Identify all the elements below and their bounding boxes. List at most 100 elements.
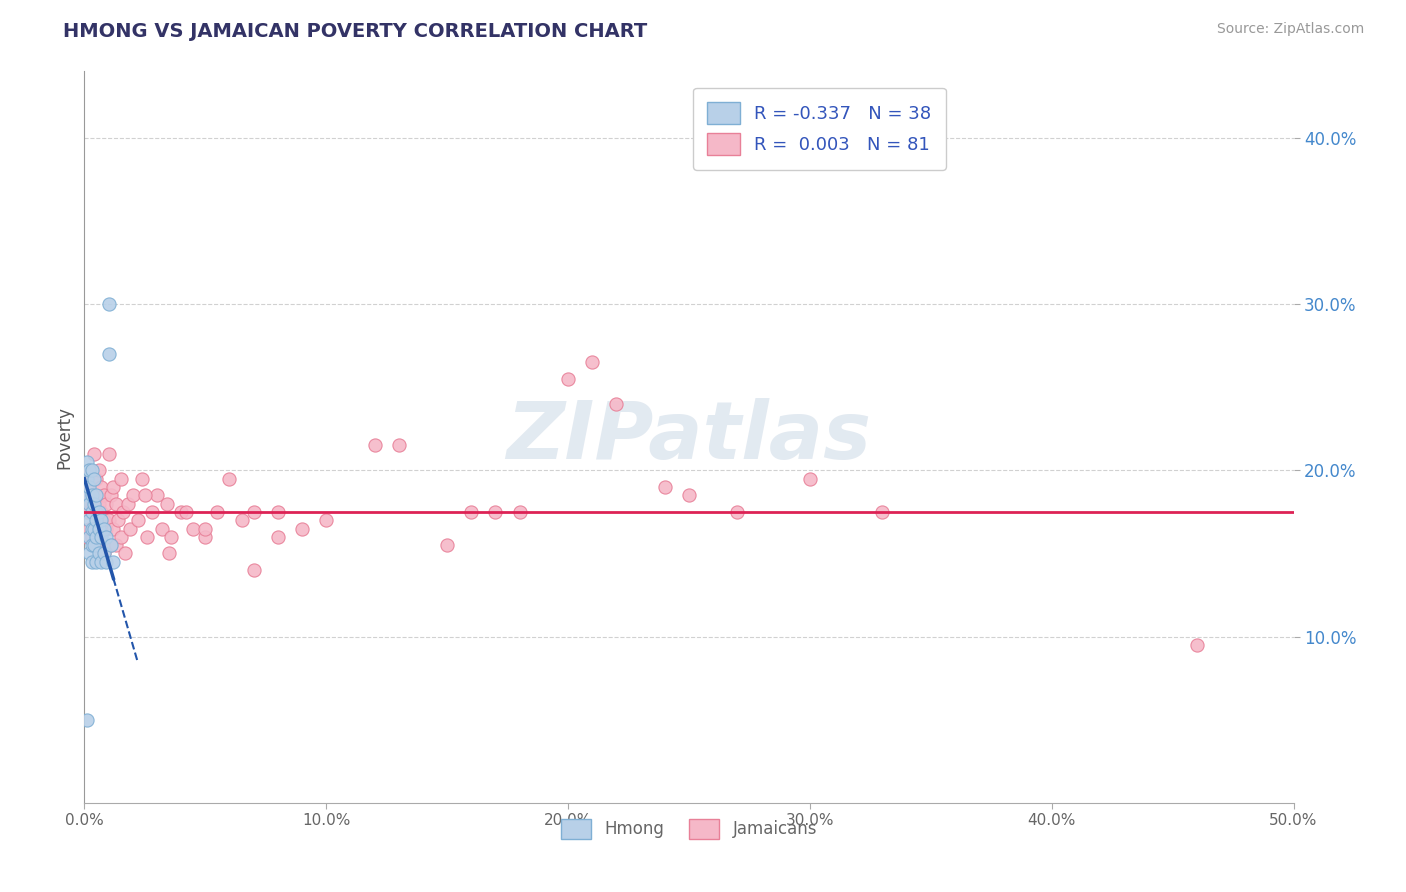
Point bbox=[181, 521, 204, 535]
Point bbox=[110, 530, 132, 544]
Point bbox=[103, 480, 125, 494]
Point bbox=[170, 505, 193, 519]
Point bbox=[93, 546, 115, 560]
Point bbox=[76, 530, 98, 544]
Point bbox=[90, 530, 112, 544]
Point bbox=[83, 488, 105, 502]
Point bbox=[872, 505, 894, 519]
Point bbox=[94, 521, 117, 535]
Point bbox=[291, 521, 314, 535]
Point bbox=[87, 521, 110, 535]
Point bbox=[80, 530, 103, 544]
Point bbox=[80, 497, 103, 511]
Point bbox=[100, 538, 122, 552]
Point bbox=[93, 521, 115, 535]
Point bbox=[83, 521, 105, 535]
Legend: Hmong, Jamaicans: Hmong, Jamaicans bbox=[554, 812, 824, 846]
Point bbox=[231, 513, 253, 527]
Point bbox=[112, 505, 135, 519]
Point bbox=[114, 546, 136, 560]
Point bbox=[77, 546, 100, 560]
Point bbox=[557, 372, 579, 386]
Point bbox=[104, 538, 127, 552]
Point bbox=[725, 505, 748, 519]
Point bbox=[103, 555, 125, 569]
Point bbox=[77, 463, 100, 477]
Point bbox=[77, 521, 100, 535]
Point bbox=[103, 521, 125, 535]
Point bbox=[80, 505, 103, 519]
Point bbox=[80, 521, 103, 535]
Point bbox=[90, 480, 112, 494]
Point bbox=[157, 546, 180, 560]
Point bbox=[150, 521, 173, 535]
Point bbox=[127, 513, 149, 527]
Point bbox=[242, 563, 264, 577]
Point bbox=[134, 488, 156, 502]
Point bbox=[83, 497, 105, 511]
Point bbox=[136, 530, 159, 544]
Point bbox=[80, 538, 103, 552]
Point bbox=[388, 438, 411, 452]
Point bbox=[86, 472, 108, 486]
Point bbox=[605, 397, 627, 411]
Point bbox=[76, 472, 98, 486]
Point bbox=[77, 488, 100, 502]
Point bbox=[110, 472, 132, 486]
Point bbox=[87, 505, 110, 519]
Point bbox=[83, 538, 105, 552]
Point bbox=[80, 472, 103, 486]
Y-axis label: Poverty: Poverty bbox=[55, 406, 73, 468]
Point bbox=[509, 505, 531, 519]
Point bbox=[160, 530, 183, 544]
Point bbox=[90, 505, 112, 519]
Point bbox=[117, 497, 139, 511]
Point bbox=[654, 480, 676, 494]
Point bbox=[363, 438, 385, 452]
Point bbox=[90, 538, 112, 552]
Point bbox=[83, 472, 105, 486]
Point bbox=[131, 472, 153, 486]
Point bbox=[207, 505, 229, 519]
Point bbox=[86, 538, 108, 552]
Point bbox=[104, 497, 127, 511]
Point bbox=[87, 530, 110, 544]
Point bbox=[77, 497, 100, 511]
Point bbox=[76, 488, 98, 502]
Point bbox=[86, 530, 108, 544]
Point bbox=[155, 497, 177, 511]
Text: HMONG VS JAMAICAN POVERTY CORRELATION CHART: HMONG VS JAMAICAN POVERTY CORRELATION CH… bbox=[63, 22, 648, 41]
Point bbox=[83, 521, 105, 535]
Point bbox=[174, 505, 197, 519]
Text: ZIPatlas: ZIPatlas bbox=[506, 398, 872, 476]
Point bbox=[194, 521, 217, 535]
Point bbox=[242, 505, 264, 519]
Point bbox=[90, 513, 112, 527]
Point bbox=[76, 713, 98, 727]
Point bbox=[120, 521, 142, 535]
Point bbox=[678, 488, 700, 502]
Point bbox=[267, 530, 290, 544]
Point bbox=[107, 513, 129, 527]
Point bbox=[94, 497, 117, 511]
Point bbox=[97, 447, 120, 461]
Point bbox=[484, 505, 506, 519]
Point bbox=[218, 472, 240, 486]
Point bbox=[86, 513, 108, 527]
Point bbox=[94, 555, 117, 569]
Point bbox=[460, 505, 482, 519]
Point bbox=[267, 505, 290, 519]
Point bbox=[77, 513, 100, 527]
Point bbox=[436, 538, 458, 552]
Point bbox=[87, 497, 110, 511]
Point bbox=[93, 513, 115, 527]
Point bbox=[97, 297, 120, 311]
Point bbox=[76, 480, 98, 494]
Point bbox=[315, 513, 337, 527]
Point bbox=[86, 555, 108, 569]
Point bbox=[100, 488, 122, 502]
Point bbox=[87, 546, 110, 560]
Point bbox=[76, 455, 98, 469]
Point bbox=[80, 555, 103, 569]
Point bbox=[83, 447, 105, 461]
